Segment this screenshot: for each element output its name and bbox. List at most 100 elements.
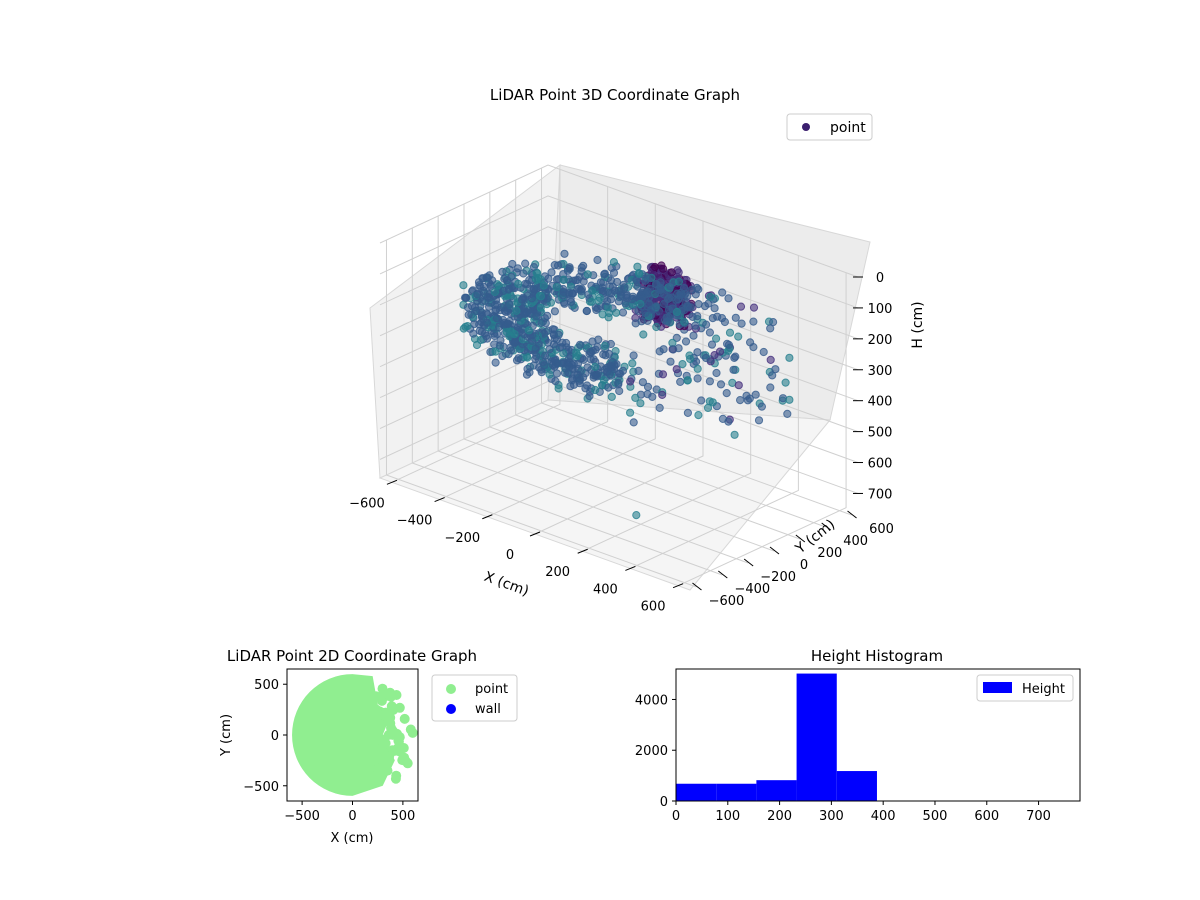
- data-point-3d: [634, 366, 643, 375]
- legend-hist-box: [976, 674, 1074, 702]
- grid-line-z: [379, 195, 859, 309]
- data-point-3d: [683, 408, 693, 417]
- legend-3d-marker-point: [802, 123, 810, 131]
- z-tick-label-3d: 0: [876, 271, 884, 286]
- data-point-3d: [598, 310, 607, 319]
- data-point-2d: [373, 763, 384, 774]
- data-point-3d: [680, 317, 689, 326]
- x-tick-label-hist: 600: [974, 809, 999, 824]
- data-point-3d: [676, 377, 685, 386]
- data-point-3d: [632, 510, 641, 520]
- grid-line-y: [385, 240, 697, 588]
- z-tick-label-3d: 600: [868, 457, 893, 472]
- data-point-3d: [550, 261, 559, 270]
- data-point-3d: [577, 287, 586, 296]
- data-point-3d: [785, 395, 794, 404]
- data-point-3d: [689, 331, 698, 340]
- data-point-3d: [724, 340, 734, 349]
- axes-2d: −500 0 500 −500 0 500: [243, 678, 415, 824]
- x-axis-label-3d: X (cm): [482, 569, 531, 600]
- data-point-3d: [479, 274, 488, 283]
- grid-line-z: [379, 380, 859, 494]
- data-point-3d: [510, 330, 519, 339]
- chart-histogram: Height Histogram 0 100 200 300 400 500 600 7000…: [635, 647, 1081, 824]
- data-point-3d: [609, 258, 619, 267]
- grid-line-x: [677, 272, 847, 587]
- data-point-3d: [652, 322, 661, 332]
- data-point-3d: [759, 347, 768, 357]
- data-point-3d: [524, 326, 534, 335]
- x-tick-3d: [529, 531, 541, 537]
- data-point-3d: [708, 314, 717, 323]
- data-point-3d: [491, 358, 500, 367]
- grid-line-z: [379, 226, 859, 340]
- data-point-3d: [564, 368, 573, 377]
- data-point-3d: [785, 353, 794, 362]
- y-tick-3d: [795, 534, 806, 543]
- data-point-3d: [751, 390, 760, 399]
- data-point-3d: [477, 327, 486, 336]
- grid-line-y: [541, 168, 852, 516]
- y-tick-label-3d: 600: [869, 522, 894, 537]
- data-point-3d: [582, 381, 592, 390]
- data-point-3d: [575, 340, 585, 349]
- z-axis-label-3d: H (cm): [910, 301, 926, 348]
- y-tick-label-hist: 4000: [635, 693, 668, 708]
- data-point-3d: [683, 376, 692, 385]
- x-tick-label-3d: −400: [397, 514, 433, 529]
- legend-2d: point wall: [431, 674, 518, 722]
- data-point-3d: [725, 328, 735, 337]
- data-point-3d: [583, 270, 592, 279]
- legend-3d: point: [786, 113, 873, 141]
- histogram-title: Height Histogram: [811, 647, 943, 665]
- chart-3d: LiDAR Point 3D Coordinate Graph −600−400…: [349, 86, 926, 615]
- data-point-3d: [541, 351, 550, 360]
- data-point-3d: [514, 354, 523, 363]
- data-point-3d: [573, 351, 583, 360]
- data-point-3d: [610, 286, 619, 295]
- data-point-2d: [392, 728, 402, 739]
- y-tick-label-3d: −200: [760, 570, 796, 585]
- x-tick-label-2d: −500: [284, 809, 320, 824]
- y-tick-3d: [821, 522, 831, 531]
- z-tick-label-3d: 200: [868, 333, 893, 348]
- x-tick-label-3d: −200: [444, 531, 480, 546]
- data-point-3d: [532, 352, 541, 361]
- x-tick-label-hist: 400: [871, 809, 896, 824]
- histogram-bar: [756, 780, 797, 801]
- legend-2d-marker-wall: [446, 704, 456, 714]
- data-point-3d: [533, 269, 542, 278]
- data-point-3d: [693, 348, 702, 357]
- data-point-3d: [600, 341, 609, 351]
- data-point-3d: [607, 276, 616, 285]
- data-point-3d: [525, 309, 535, 318]
- data-point-2d: [380, 738, 391, 749]
- data-point-3d: [648, 392, 657, 401]
- data-point-3d: [591, 385, 600, 395]
- data-point-3d: [754, 416, 764, 425]
- data-point-3d: [464, 310, 473, 319]
- data-point-3d: [573, 359, 583, 369]
- data-point-3d: [618, 366, 628, 375]
- data-point-3d: [737, 319, 746, 328]
- x-tick-label-hist: 300: [819, 809, 844, 824]
- x-tick-label-hist: 500: [923, 809, 948, 824]
- grid-line-x: [439, 186, 609, 500]
- data-point-3d: [672, 333, 681, 342]
- y-axis-label-2d: Y (cm): [219, 714, 234, 757]
- histogram-bar: [836, 771, 877, 801]
- data-point-3d: [559, 275, 568, 284]
- data-point-3d: [523, 364, 532, 374]
- data-point-3d: [724, 294, 733, 303]
- data-point-3d: [658, 370, 668, 379]
- data-point-3d: [495, 281, 504, 290]
- data-point-3d: [691, 321, 700, 330]
- data-point-3d: [668, 338, 677, 347]
- data-point-2d: [394, 746, 405, 757]
- x-tick-label-2d: 0: [348, 809, 356, 824]
- data-point-3d: [498, 315, 508, 325]
- data-point-3d: [544, 274, 553, 283]
- data-point-3d: [743, 396, 753, 405]
- data-point-3d: [736, 302, 746, 311]
